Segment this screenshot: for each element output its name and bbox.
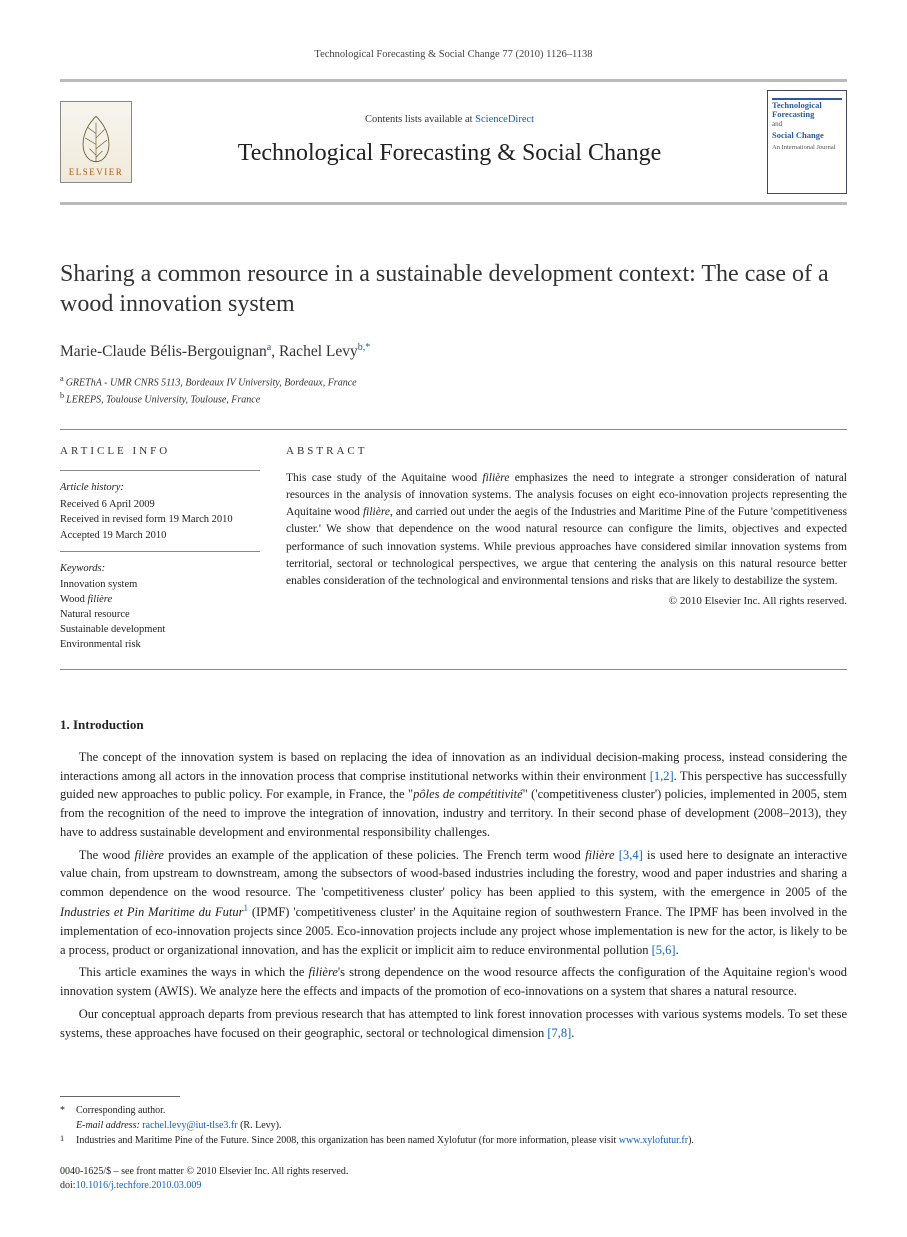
keywords-head: Keywords: — [60, 562, 260, 577]
bottom-info: 0040-1625/$ – see front matter © 2010 El… — [60, 1165, 847, 1193]
fn-email-link[interactable]: rachel.levy@iut-tlse3.fr — [142, 1120, 237, 1131]
history-item: Received in revised form 19 March 2010 — [60, 512, 260, 527]
cover-sub: An International Journal — [772, 143, 842, 152]
abstract-copyright: © 2010 Elsevier Inc. All rights reserved… — [286, 594, 847, 609]
intro-para-2: The wood filière provides an example of … — [60, 846, 847, 960]
keyword-item: Sustainable development — [60, 622, 260, 637]
fn-email-suffix: (R. Levy). — [240, 1120, 281, 1131]
author-2-corr[interactable]: * — [365, 342, 370, 353]
info-abstract-block: ARTICLE INFO Article history: Received 6… — [60, 429, 847, 670]
abstract-head: ABSTRACT — [286, 444, 847, 459]
keyword-item: Natural resource — [60, 607, 260, 622]
article-title: Sharing a common resource in a sustainab… — [60, 259, 847, 319]
article-history-head: Article history: — [60, 481, 260, 496]
elsevier-tree-icon — [73, 112, 119, 166]
cover-line2: Forecasting — [772, 110, 842, 119]
history-item: Accepted 19 March 2010 — [60, 528, 260, 543]
elsevier-logo: ELSEVIER — [60, 101, 132, 183]
abstract-column: ABSTRACT This case study of the Aquitain… — [286, 444, 847, 653]
fn-email-label: E-mail address: — [76, 1120, 140, 1131]
contents-available: Contents lists available at ScienceDirec… — [146, 113, 753, 128]
running-head: Technological Forecasting & Social Chang… — [60, 48, 847, 63]
footnote-rule — [60, 1096, 180, 1097]
fn-corr-marker: * — [60, 1103, 70, 1118]
affiliation-a: GREThA - UMR CNRS 5113, Bordeaux IV Univ… — [66, 377, 357, 388]
sciencedirect-link[interactable]: ScienceDirect — [475, 114, 534, 125]
abstract-body: This case study of the Aquitaine wood fi… — [286, 470, 847, 591]
author-2: Rachel Levy — [279, 343, 358, 360]
contents-prefix: Contents lists available at — [365, 114, 475, 125]
journal-cover-thumb: Technological Forecasting and Social Cha… — [767, 90, 847, 194]
section-1-head: 1. Introduction — [60, 716, 847, 734]
doi-label: doi: — [60, 1180, 76, 1191]
affiliations: aGREThA - UMR CNRS 5113, Bordeaux IV Uni… — [60, 373, 847, 408]
keywords: Innovation system Wood filière Natural r… — [60, 577, 260, 653]
fn1-text: Industries and Maritime Pine of the Futu… — [76, 1133, 694, 1150]
footnotes: * Corresponding author. E-mail address: … — [60, 1103, 847, 1150]
front-matter-line: 0040-1625/$ – see front matter © 2010 El… — [60, 1165, 847, 1179]
intro-para-1: The concept of the innovation system is … — [60, 748, 847, 842]
article-info-head: ARTICLE INFO — [60, 444, 260, 459]
keyword-item: Environmental risk — [60, 637, 260, 652]
journal-header: ELSEVIER Contents lists available at Sci… — [60, 79, 847, 205]
author-1: Marie-Claude Bélis-Bergouignan — [60, 343, 267, 360]
affiliation-b: LEREPS, Toulouse University, Toulouse, F… — [66, 394, 260, 405]
elsevier-label: ELSEVIER — [69, 166, 124, 179]
doi-link[interactable]: 10.1016/j.techfore.2010.03.009 — [76, 1180, 202, 1191]
header-center: Contents lists available at ScienceDirec… — [146, 113, 753, 171]
intro-para-4: Our conceptual approach departs from pre… — [60, 1005, 847, 1043]
cover-and: and — [772, 120, 842, 130]
history-item: Received 6 April 2009 — [60, 497, 260, 512]
article-history: Received 6 April 2009 Received in revise… — [60, 497, 260, 543]
intro-para-3: This article examines the ways in which … — [60, 963, 847, 1001]
journal-name: Technological Forecasting & Social Chang… — [146, 137, 753, 171]
author-1-aff[interactable]: a — [267, 342, 271, 353]
cover-line3: Social Change — [772, 131, 842, 140]
keyword-item: Innovation system — [60, 577, 260, 592]
article-info-column: ARTICLE INFO Article history: Received 6… — [60, 444, 260, 653]
authors: Marie-Claude Bélis-Bergouignana, Rachel … — [60, 341, 847, 363]
fn-corr-text: Corresponding author. — [76, 1103, 165, 1118]
fn1-marker: 1 — [60, 1133, 70, 1150]
keyword-item: Wood filière — [60, 592, 260, 607]
